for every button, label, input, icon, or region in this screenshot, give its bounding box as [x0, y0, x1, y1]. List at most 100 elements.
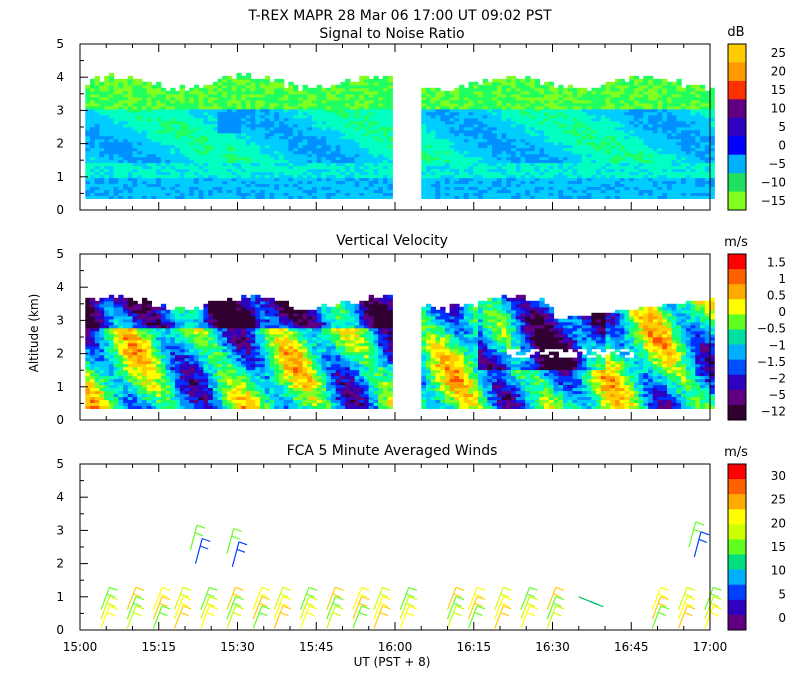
heatmap-cell — [335, 102, 341, 107]
heatmap-cell — [222, 183, 228, 187]
heatmap-cell — [146, 147, 152, 152]
heatmap-cell — [671, 123, 677, 128]
heatmap-cell — [577, 135, 583, 140]
heatmap-cell — [529, 192, 536, 196]
heatmap-cell — [279, 105, 285, 110]
heatmap-cell — [662, 126, 668, 131]
heatmap-cell — [506, 105, 512, 110]
heatmap-cell — [520, 177, 526, 182]
heatmap-cell — [667, 102, 673, 107]
heatmap-cell — [90, 195, 96, 199]
heatmap-cell — [170, 90, 176, 95]
heatmap-cell — [212, 120, 219, 125]
heatmap-cell — [345, 195, 351, 199]
heatmap-cell — [667, 153, 673, 158]
heatmap-cell — [615, 132, 621, 137]
heatmap-cell — [426, 96, 432, 101]
heatmap-cell — [160, 156, 167, 161]
heatmap-cell — [629, 117, 635, 122]
heatmap-cell — [662, 81, 668, 86]
heatmap-cell — [349, 147, 356, 152]
heatmap-cell — [113, 123, 119, 128]
heatmap-cell — [146, 135, 152, 140]
heatmap-cell — [137, 159, 143, 164]
heatmap-cell — [544, 111, 550, 116]
heatmap-cell — [421, 180, 427, 185]
heatmap-cell — [600, 180, 607, 185]
heatmap-cell — [704, 177, 711, 182]
heatmap-cell — [255, 135, 261, 140]
heatmap-cell — [368, 96, 374, 101]
heatmap-cell — [175, 180, 181, 185]
heatmap-cell — [426, 171, 432, 176]
heatmap-cell — [515, 126, 522, 131]
heatmap-cell — [104, 114, 110, 119]
heatmap-cell — [184, 120, 190, 125]
heatmap-cell — [619, 192, 625, 196]
heatmap-cell — [212, 96, 219, 101]
heatmap-cell — [463, 111, 470, 116]
heatmap-cell — [558, 114, 564, 119]
heatmap-cell — [657, 147, 663, 152]
heatmap-cell — [330, 99, 337, 104]
heatmap-cell — [359, 78, 365, 83]
heatmap-cell — [208, 159, 214, 164]
heatmap-cell — [671, 144, 677, 149]
heatmap-cell — [227, 102, 233, 107]
heatmap-cell — [156, 87, 162, 92]
heatmap-cell — [709, 87, 715, 92]
heatmap-cell — [496, 78, 503, 83]
heatmap-cell — [349, 162, 356, 167]
heatmap-cell — [132, 78, 138, 83]
heatmap-cell — [671, 138, 677, 143]
heatmap-cell — [567, 162, 573, 167]
heatmap-cell — [307, 180, 313, 185]
heatmap-cell — [156, 141, 162, 146]
heatmap-cell — [478, 138, 484, 143]
heatmap-cell — [482, 84, 488, 89]
heatmap-cell — [520, 96, 526, 101]
heatmap-cell — [184, 165, 190, 170]
heatmap-cell — [685, 177, 692, 182]
heatmap-cell — [312, 141, 318, 146]
heatmap-cell — [567, 105, 573, 110]
heatmap-cell — [454, 93, 460, 98]
heatmap-cell — [132, 147, 138, 152]
heatmap-cell — [349, 189, 356, 193]
heatmap-cell — [615, 165, 621, 170]
heatmap-cell — [208, 87, 214, 92]
heatmap-cell — [321, 90, 327, 95]
heatmap-cell — [553, 159, 559, 164]
heatmap-cell — [283, 171, 289, 176]
heatmap-cell — [170, 87, 176, 92]
heatmap-cell — [345, 87, 351, 92]
heatmap-cell — [553, 90, 559, 95]
heatmap-cell — [236, 144, 242, 149]
heatmap-cell — [496, 123, 503, 128]
heatmap-cell — [326, 90, 332, 95]
heatmap-cell — [212, 156, 219, 161]
heatmap-cell — [515, 144, 522, 149]
heatmap-cell — [681, 159, 687, 164]
heatmap-cell — [231, 108, 237, 113]
heatmap-cell — [496, 138, 503, 143]
heatmap-cell — [316, 183, 323, 187]
heatmap-cell — [142, 189, 148, 193]
heatmap-cell — [657, 129, 663, 134]
heatmap-cell — [638, 96, 644, 101]
heatmap-cell — [459, 195, 465, 199]
heatmap-cell — [382, 153, 389, 158]
heatmap-cell — [444, 93, 451, 98]
heatmap-cell — [667, 93, 673, 98]
heatmap-cell — [387, 195, 393, 199]
heatmap-cell — [99, 90, 105, 95]
heatmap-cell — [307, 105, 313, 110]
heatmap-cell — [212, 144, 219, 149]
heatmap-cell — [704, 156, 711, 161]
heatmap-cell — [615, 102, 621, 107]
heatmap-cell — [231, 162, 237, 167]
y-tick-label: 3 — [56, 103, 64, 117]
heatmap-cell — [203, 123, 209, 128]
heatmap-cell — [501, 189, 507, 193]
heatmap-cell — [539, 162, 545, 167]
